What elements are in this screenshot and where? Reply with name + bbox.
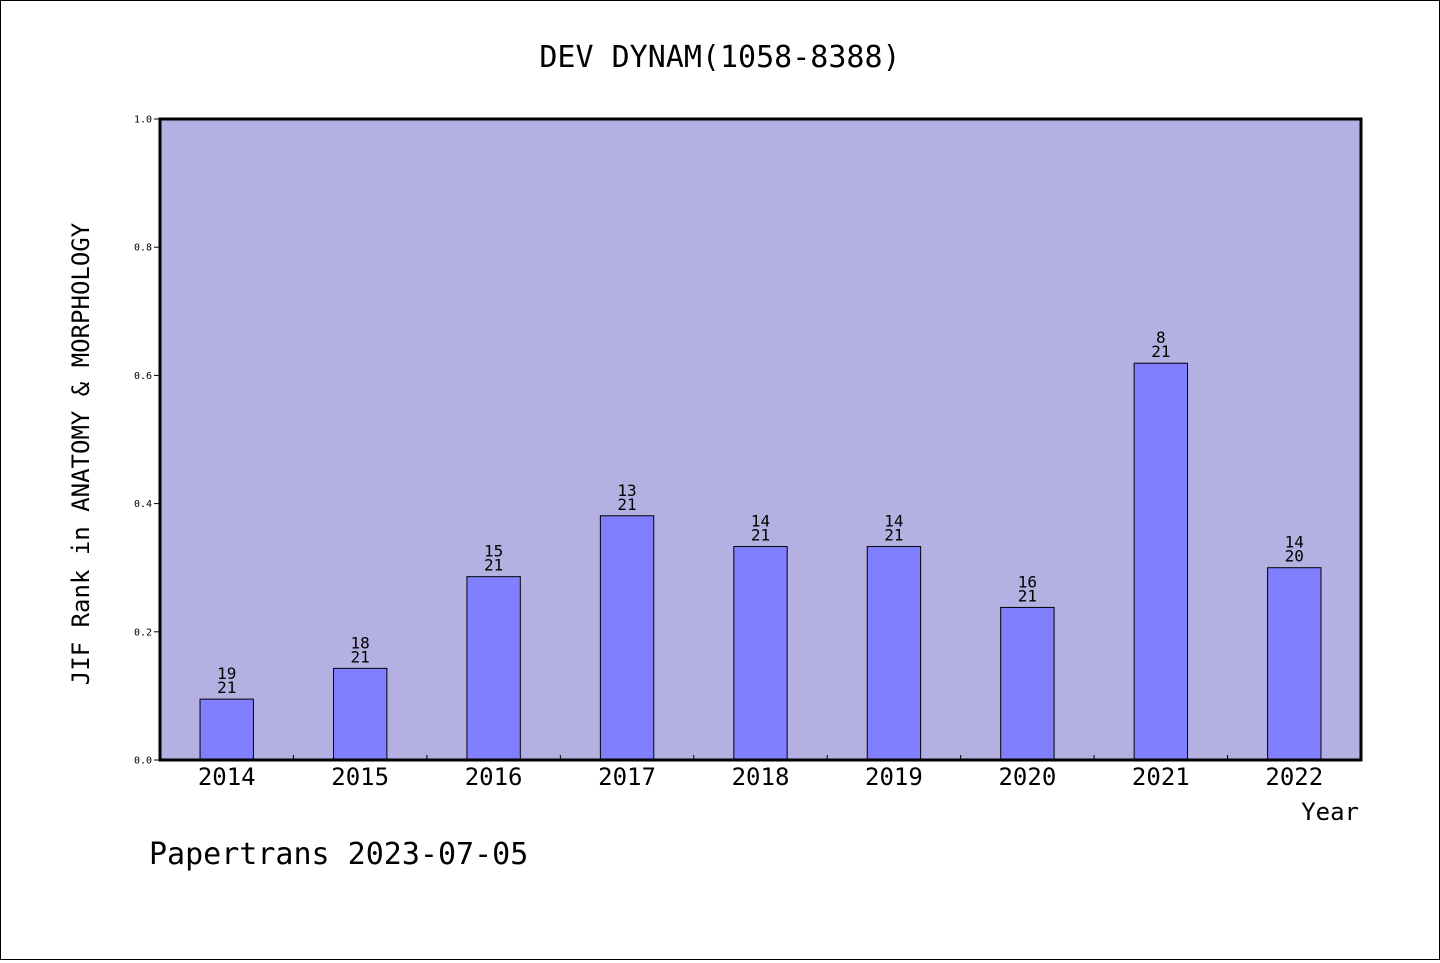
bar-2020	[1000, 606, 1055, 761]
x-tick-label-2017: 2017	[598, 763, 656, 791]
bar-rank-label-2019: 14	[884, 512, 903, 531]
chart-title: DEV DYNAM(1058-8388)	[539, 40, 900, 75]
bar-2017	[599, 515, 655, 761]
bar-total-label-2022: 20	[1285, 547, 1304, 566]
x-tick-label-2020: 2020	[998, 763, 1056, 791]
bar-2016	[466, 576, 521, 761]
y-tick-label: 0.2	[134, 627, 152, 638]
x-axis-label: Year	[1301, 798, 1359, 826]
x-tick-label-2021: 2021	[1132, 763, 1190, 791]
bar-2022	[1267, 567, 1322, 761]
bar-2019	[866, 546, 922, 761]
bar-total-label-2014: 21	[217, 678, 236, 697]
y-axis-label: JIF Rank in ANATOMY & MORPHOLOGY	[67, 222, 95, 685]
y-tick-label: 0.0	[134, 756, 152, 767]
footer-credit: Papertrans 2023-07-05	[149, 837, 528, 872]
y-tick-label: 0.4	[134, 499, 152, 510]
x-tick-label-2014: 2014	[198, 763, 256, 791]
bar-2018	[733, 546, 788, 761]
bar-total-label-2017: 21	[617, 495, 636, 514]
x-tick-label-2015: 2015	[331, 763, 389, 791]
bar-total-label-2018: 21	[751, 526, 770, 545]
bar-rank-label-2018: 14	[751, 512, 770, 531]
bar-rank-label-2016: 15	[484, 542, 503, 561]
y-tick-label: 0.6	[134, 371, 152, 382]
bar-total-label-2020: 21	[1018, 586, 1037, 605]
bar-2021	[1133, 362, 1189, 761]
bar-rank-label-2022: 14	[1285, 533, 1304, 552]
bar-rank-label-2017: 13	[617, 481, 636, 500]
bar-total-label-2019: 21	[884, 526, 903, 545]
x-tick-label-2018: 2018	[732, 763, 790, 791]
y-tick-label: 1.0	[134, 115, 152, 126]
bar-total-label-2021: 21	[1151, 342, 1170, 361]
x-tick-label-2016: 2016	[465, 763, 523, 791]
bar-rank-label-2020: 16	[1018, 572, 1037, 591]
bar-total-label-2015: 21	[351, 647, 370, 666]
bar-rank-label-2021: 8	[1156, 328, 1166, 347]
y-ticks-layer: 0.0 0.2 0.4 0.6 0.8 1.0	[134, 115, 160, 767]
bar-rank-label-2015: 18	[351, 633, 370, 652]
bar-2015	[332, 667, 388, 761]
bar-rank-label-2014: 19	[217, 664, 236, 683]
bar-2014	[199, 698, 254, 761]
x-tick-label-2022: 2022	[1265, 763, 1323, 791]
plot-frame	[158, 117, 1363, 762]
bars-layer	[199, 362, 1322, 761]
x-ticks-layer: 2014 2015 2016 2017 2018 2019 2020 2021 2022	[198, 755, 1323, 791]
y-tick-label: 0.8	[134, 243, 152, 254]
x-tick-label-2019: 2019	[865, 763, 923, 791]
bar-total-label-2016: 21	[484, 556, 503, 575]
